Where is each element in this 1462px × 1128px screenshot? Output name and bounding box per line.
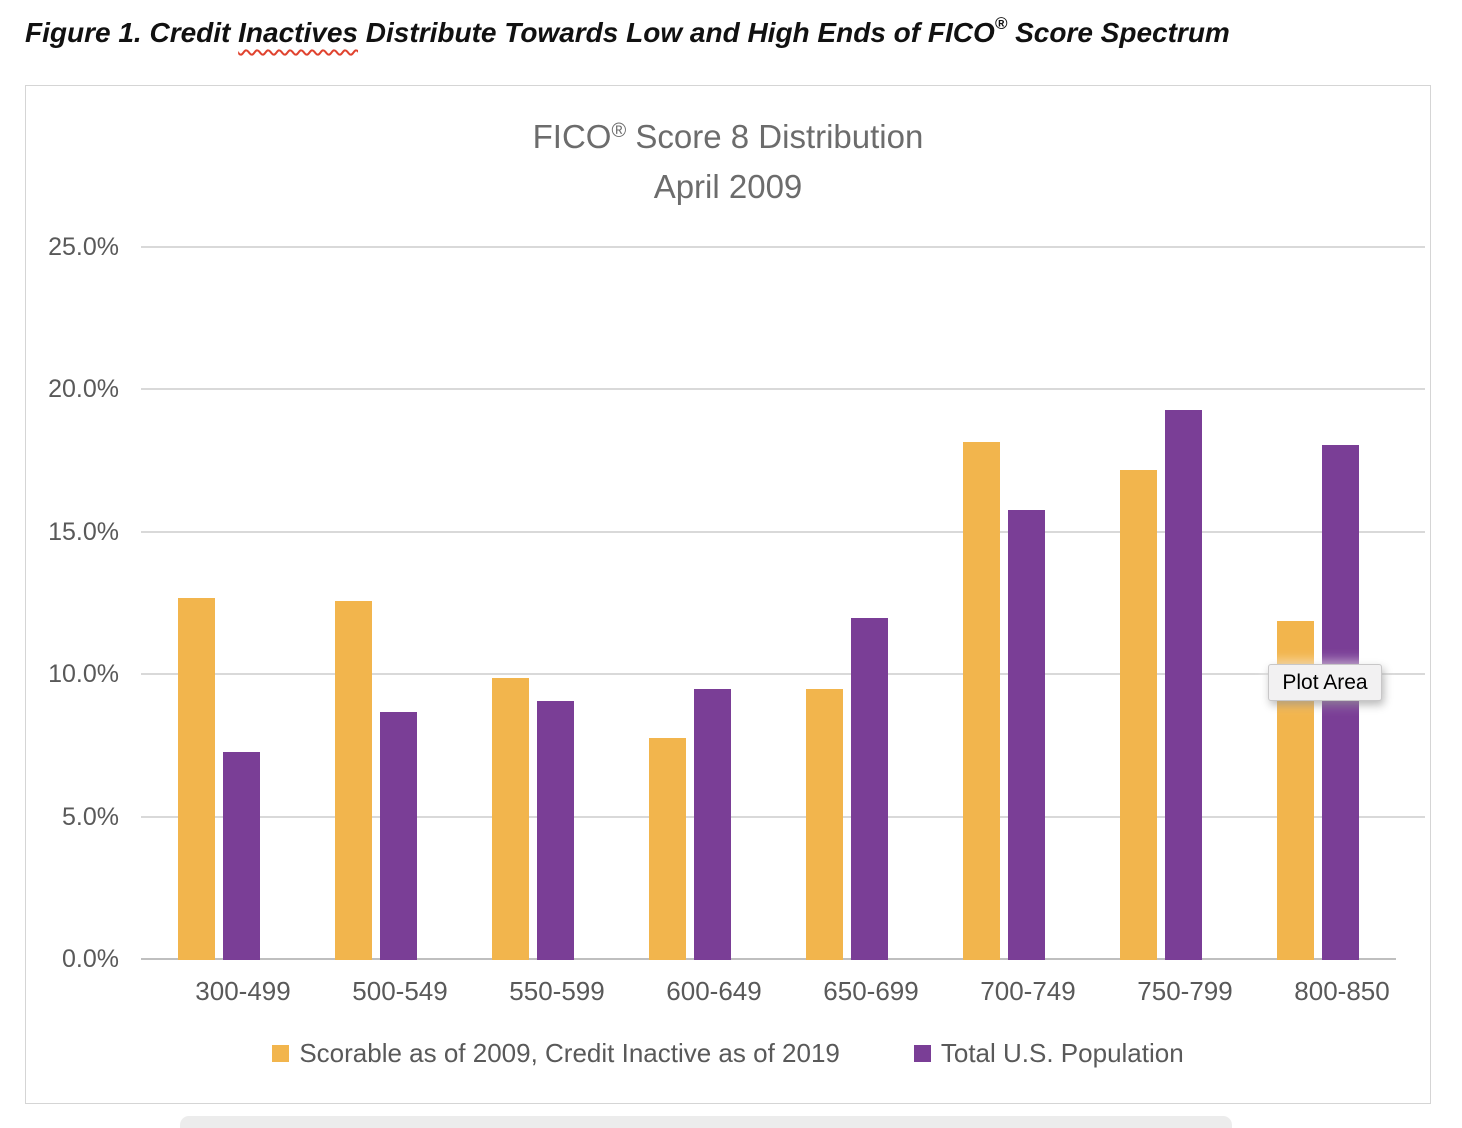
x-axis-line <box>141 958 1396 960</box>
bar-total-us-population[interactable] <box>223 752 260 960</box>
y-tick-label[interactable]: 0.0% <box>62 945 119 973</box>
legend-swatch-icon <box>913 1045 931 1062</box>
x-tick-label[interactable]: 650-699 <box>823 976 919 1006</box>
legend-swatch-icon <box>272 1045 290 1062</box>
bar-scorable-credit-inactive[interactable] <box>649 737 686 960</box>
plot-area-tooltip: Plot Area <box>1268 664 1382 701</box>
y-tick-label[interactable]: 5.0% <box>62 802 119 831</box>
legend-item-total-us-population[interactable]: Total U.S. Population <box>913 1038 1184 1069</box>
gridline <box>141 673 1425 676</box>
x-tick-label[interactable]: 550-599 <box>509 976 605 1006</box>
bar-scorable-credit-inactive[interactable] <box>178 598 215 960</box>
chart-subtitle: April 2009 <box>653 168 803 205</box>
bar-total-us-population[interactable] <box>694 689 731 960</box>
registered-trademark-icon: ® <box>994 14 1008 33</box>
y-tick-label[interactable]: 15.0% <box>48 517 119 546</box>
caption-prefix: Figure 1. Credit <box>25 17 239 48</box>
page-section-edge <box>180 1116 1232 1128</box>
chart-title-line1: FICO® Score 8 Distribution <box>26 106 1430 162</box>
bar-total-us-population[interactable] <box>380 712 417 960</box>
caption-middle: Distribute Towards Low and High Ends of … <box>358 17 995 48</box>
bar-total-us-population[interactable] <box>1322 444 1359 960</box>
legend-label: Scorable as of 2009, Credit Inactive as … <box>299 1038 840 1068</box>
figure-caption: Figure 1. Credit Inactives Distribute To… <box>25 14 1230 49</box>
bar-scorable-credit-inactive[interactable] <box>492 678 529 960</box>
x-tick-label[interactable]: 800-850 <box>1294 976 1390 1006</box>
caption-misspelled-word: Inactives <box>238 17 359 48</box>
chart-box[interactable]: FICO® Score 8 Distribution April 2009 0.… <box>25 85 1431 1104</box>
legend-item-scorable-credit-inactive[interactable]: Scorable as of 2009, Credit Inactive as … <box>272 1038 840 1069</box>
bar-scorable-credit-inactive[interactable] <box>335 601 372 960</box>
plot-area[interactable] <box>141 246 1425 960</box>
y-tick-label[interactable]: 25.0% <box>48 233 119 261</box>
x-tick-label[interactable]: 600-649 <box>666 976 762 1006</box>
legend[interactable]: Scorable as of 2009, Credit Inactive as … <box>26 1038 1430 1069</box>
bar-total-us-population[interactable] <box>537 700 574 960</box>
x-tick-label[interactable]: 700-749 <box>980 976 1076 1006</box>
title-rest: Score 8 Distribution <box>626 118 924 155</box>
caption-suffix: Score Spectrum <box>1007 17 1230 48</box>
gridline <box>141 530 1425 533</box>
chart-title[interactable]: FICO® Score 8 Distribution April 2009 <box>26 106 1430 212</box>
y-tick-label[interactable]: 20.0% <box>48 375 119 404</box>
title-brand: FICO <box>532 118 612 155</box>
bar-total-us-population[interactable] <box>1165 410 1202 960</box>
x-tick-label[interactable]: 750-799 <box>1137 976 1233 1006</box>
x-tick-label[interactable]: 500-549 <box>352 976 448 1006</box>
gridline <box>141 388 1425 391</box>
bar-total-us-population[interactable] <box>851 618 888 960</box>
bar-scorable-credit-inactive[interactable] <box>963 441 1000 960</box>
legend-label: Total U.S. Population <box>940 1038 1184 1068</box>
x-tick-label[interactable]: 300-499 <box>195 976 291 1006</box>
gridline <box>141 246 1425 248</box>
bar-total-us-population[interactable] <box>1008 510 1045 960</box>
bar-scorable-credit-inactive[interactable] <box>1120 470 1157 960</box>
title-registered-mark-icon: ® <box>611 120 627 142</box>
y-tick-label[interactable]: 10.0% <box>48 660 119 689</box>
gridline <box>141 815 1425 818</box>
bar-scorable-credit-inactive[interactable] <box>806 689 843 960</box>
